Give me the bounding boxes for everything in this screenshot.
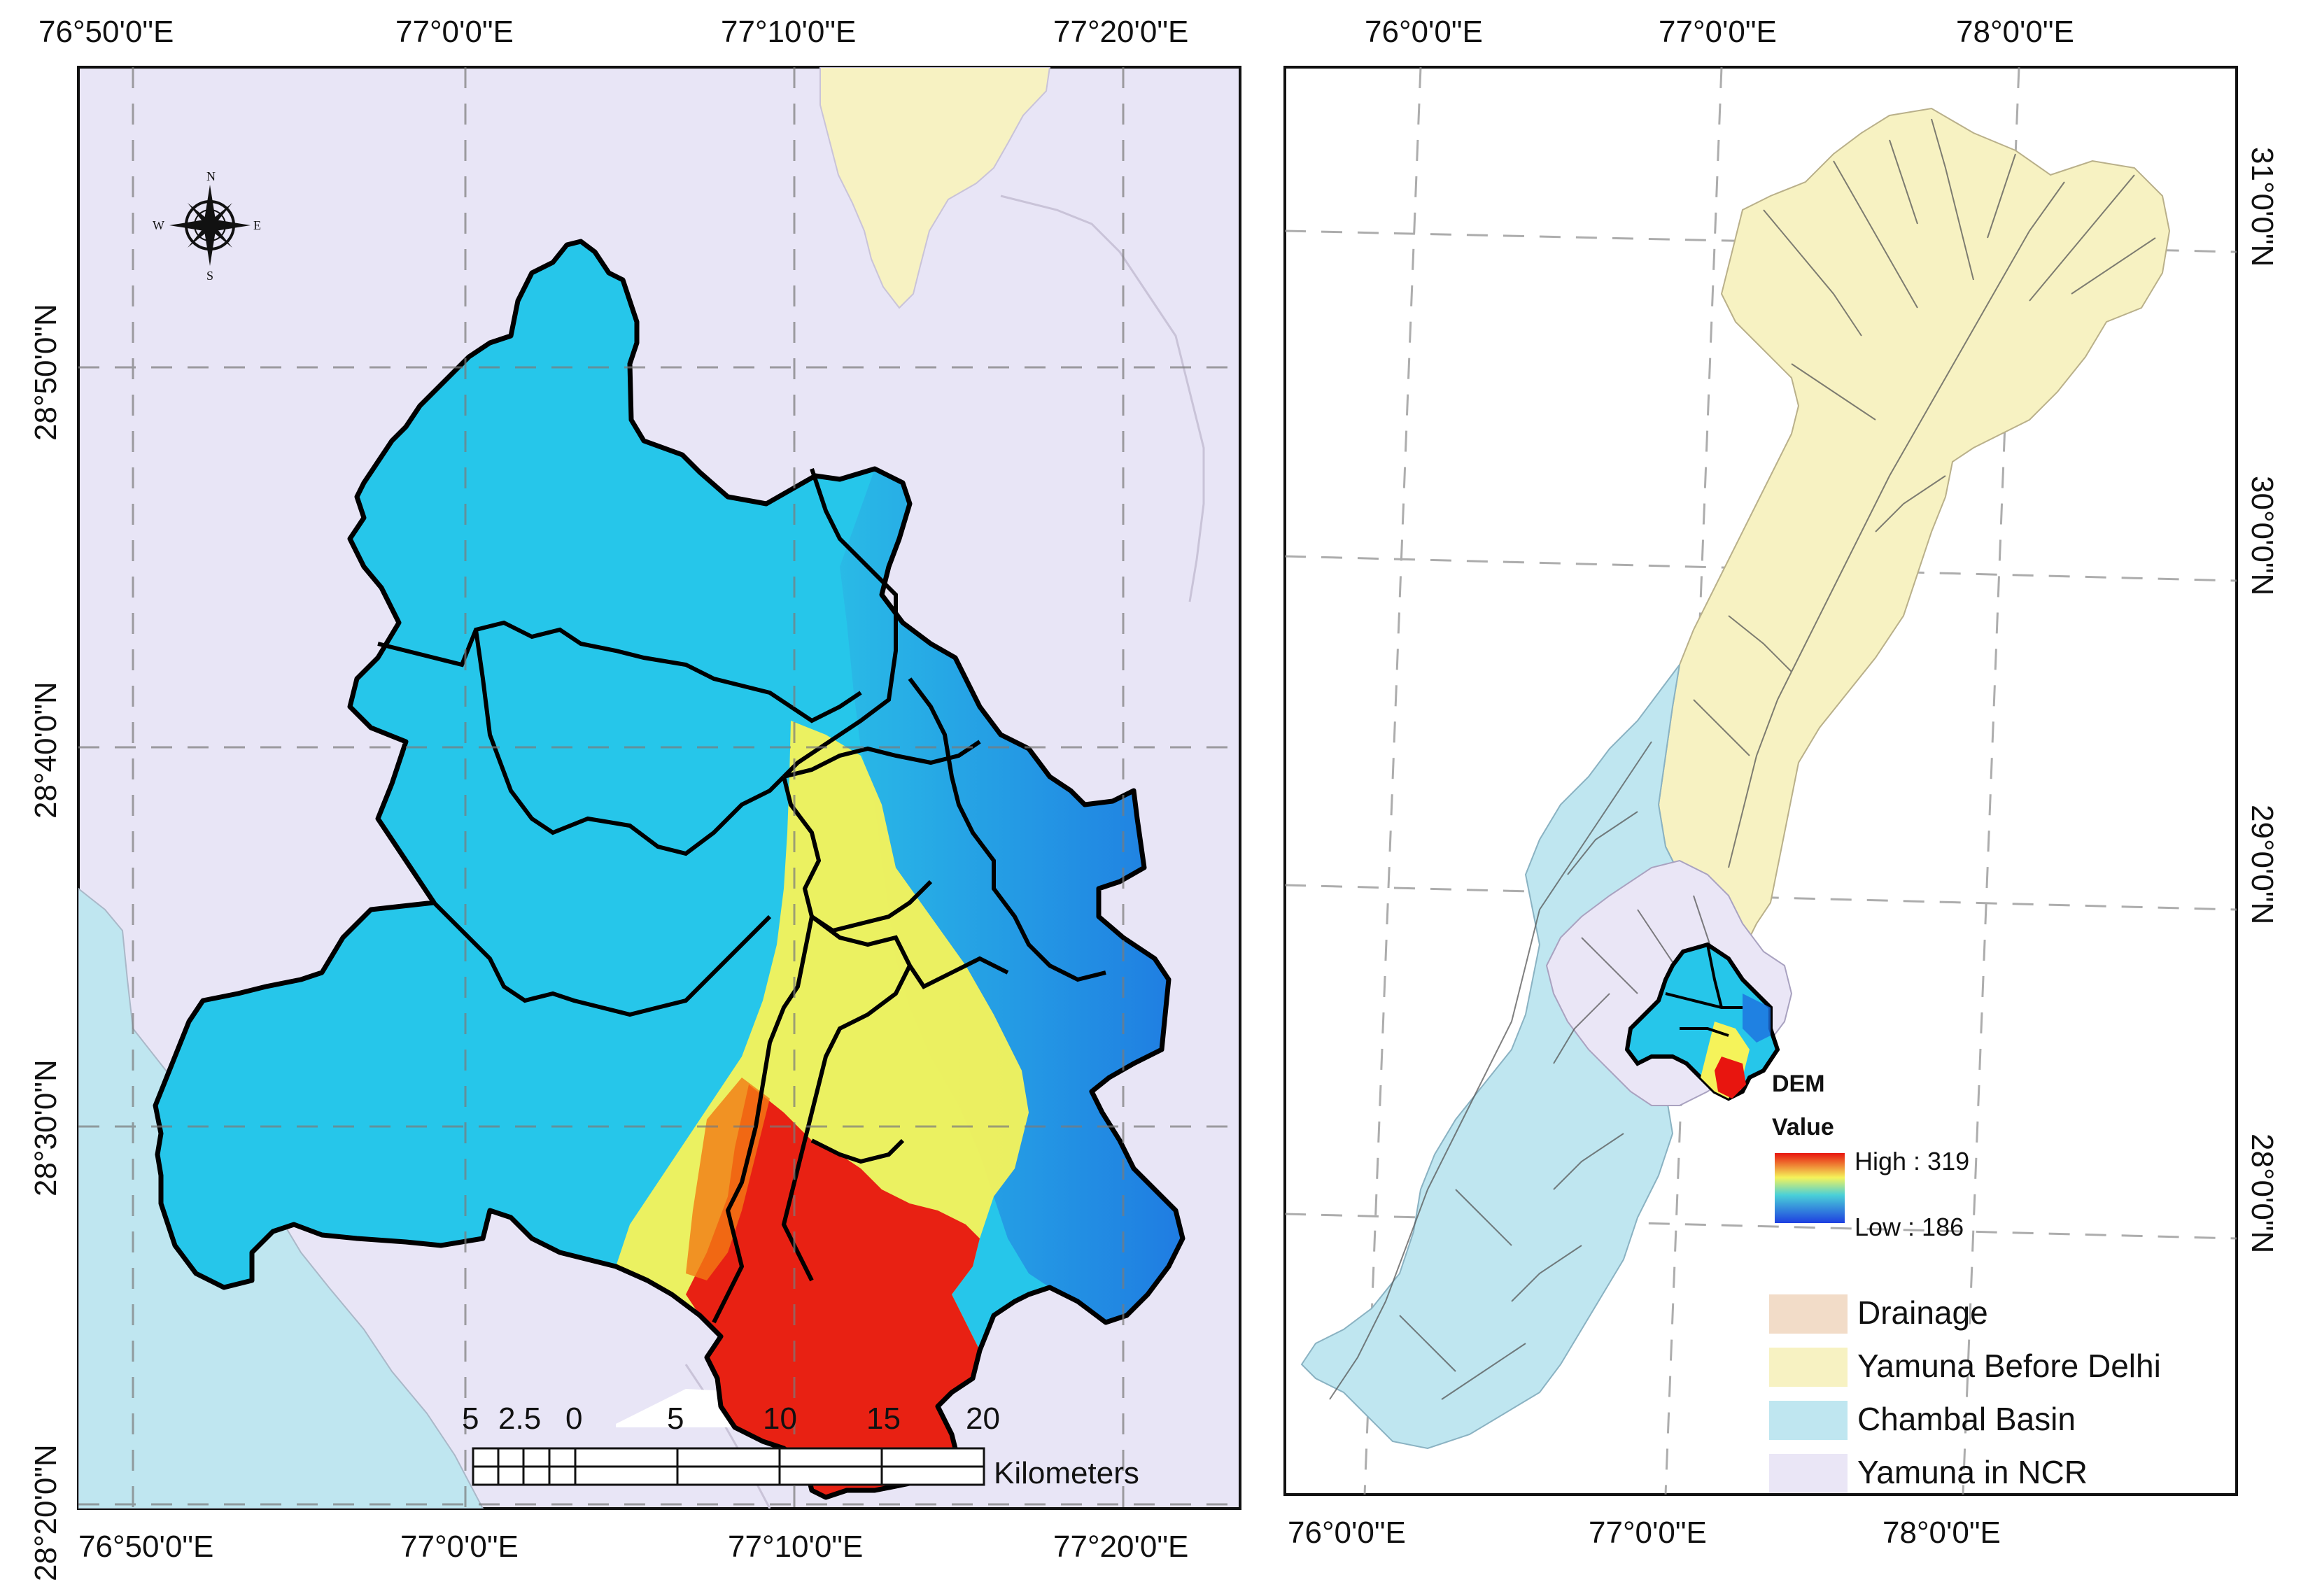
tick-rbottom-1: 77°0'0"E xyxy=(1589,1516,1707,1550)
tick-left-3: 28°20'0"N xyxy=(29,1444,63,1581)
dem-legend-title: DEM xyxy=(1772,1071,1825,1097)
tick-left-0: 28°50'0"N xyxy=(29,304,63,441)
dem-orange-band xyxy=(686,1078,770,1280)
scale-label-5: 15 xyxy=(866,1401,901,1436)
basin-legend: Drainage Yamuna Before Delhi Chambal Bas… xyxy=(1769,1294,2161,1493)
district-line-9 xyxy=(781,964,912,1282)
tick-right-2: 29°0'0"N xyxy=(2245,805,2279,924)
tick-bottom-3: 77°20'0"E xyxy=(1053,1530,1188,1564)
dem-legend-low: Low : 186 xyxy=(1855,1213,1964,1241)
right-side-ticks: 31°0'0"N 30°0'0"N 29°0'0"N 28°0'0"N xyxy=(2245,147,2279,1253)
tick-bottom-1: 77°0'0"E xyxy=(400,1530,519,1564)
tick-right-0: 31°0'0"N xyxy=(2245,147,2279,267)
tick-right-1: 30°0'0"N xyxy=(2245,476,2279,595)
tick-top-2: 77°10'0"E xyxy=(721,15,856,49)
district-line-2 xyxy=(782,468,898,779)
tick-top-1: 77°0'0"E xyxy=(395,15,514,49)
right-bottom-ticks: 76°0'0"E 77°0'0"E 78°0'0"E xyxy=(1288,1516,2001,1550)
legend-swatch-chambal-basin xyxy=(1769,1401,1848,1440)
dem-east-low xyxy=(840,469,1183,1322)
legend-label-drainage: Drainage xyxy=(1857,1294,1988,1331)
left-map-panel: N S E W 5 2.5 0 5 10 15 20 Kilometers xyxy=(29,15,1241,1581)
ncr-boundary-east xyxy=(1000,195,1205,602)
left-side-ticks: 28°50'0"N 28°40'0"N 28°30'0"N 28°20'0"N xyxy=(29,304,63,1581)
district-line-7 xyxy=(712,916,814,1324)
north-arrow-icon: N S E W xyxy=(153,169,261,283)
dem-legend-subtitle: Value xyxy=(1772,1114,1834,1140)
left-top-ticks: 76°50'0"E 77°0'0"E 77°10'0"E 77°20'0"E xyxy=(38,15,1188,49)
tick-left-2: 28°30'0"N xyxy=(29,1059,63,1196)
compass-n: N xyxy=(206,169,216,183)
legend-label-yamuna-in-ncr: Yamuna in NCR xyxy=(1857,1454,2088,1490)
drainage-network xyxy=(1329,118,2156,1400)
tick-rbottom-0: 76°0'0"E xyxy=(1288,1516,1406,1550)
tick-bottom-2: 77°10'0"E xyxy=(728,1530,863,1564)
scale-label-0: 5 xyxy=(462,1401,479,1436)
tick-rtop-2: 78°0'0"E xyxy=(1956,15,2074,49)
scale-label-3: 5 xyxy=(667,1401,684,1436)
legend-label-chambal-basin: Chambal Basin xyxy=(1857,1401,2076,1437)
scale-label-2: 0 xyxy=(565,1401,582,1436)
tick-top-0: 76°50'0"E xyxy=(38,15,174,49)
district-line-3 xyxy=(474,629,786,856)
scale-label-6: 20 xyxy=(966,1401,1000,1436)
dem-legend: DEM Value High : 319 Low : 186 xyxy=(1772,1071,1969,1241)
yamuna-before-delhi-area xyxy=(819,67,1051,309)
dem-legend-colorbar xyxy=(1775,1153,1845,1223)
tick-rbottom-2: 78°0'0"E xyxy=(1883,1516,2001,1550)
scale-label-1: 2.5 xyxy=(498,1401,541,1436)
district-line-1 xyxy=(377,620,862,723)
left-bottom-ticks: 76°50'0"E 77°0'0"E 77°10'0"E 77°20'0"E xyxy=(78,1530,1188,1564)
compass-w: W xyxy=(153,218,164,232)
legend-swatch-drainage xyxy=(1769,1294,1848,1334)
dem-outline xyxy=(153,239,1185,1500)
left-map-grid xyxy=(78,67,1240,1509)
compass-s: S xyxy=(206,269,213,283)
tick-top-3: 77°20'0"E xyxy=(1053,15,1188,49)
right-map-panel: DEM Value High : 319 Low : 186 Drainage … xyxy=(1283,15,2279,1550)
district-line-11 xyxy=(810,1138,905,1164)
district-line-4 xyxy=(783,740,981,779)
compass-e: E xyxy=(253,218,261,232)
district-line-10 xyxy=(432,901,772,1017)
right-top-ticks: 76°0'0"E 77°0'0"E 78°0'0"E xyxy=(1365,15,2074,49)
tick-rtop-1: 77°0'0"E xyxy=(1659,15,1777,49)
district-line-6 xyxy=(908,677,1106,982)
dem-legend-high: High : 319 xyxy=(1855,1147,1969,1175)
tick-bottom-0: 76°50'0"E xyxy=(78,1530,213,1564)
tick-right-3: 28°0'0"N xyxy=(2245,1134,2279,1253)
legend-swatch-yamuna-in-ncr xyxy=(1769,1454,1848,1493)
scale-unit: Kilometers xyxy=(994,1456,1139,1490)
tick-rtop-0: 76°0'0"E xyxy=(1365,15,1483,49)
dem-red-zone xyxy=(686,1085,980,1497)
scale-bar: 5 2.5 0 5 10 15 20 Kilometers xyxy=(462,1401,1139,1490)
dem-inset xyxy=(1624,942,1780,1101)
legend-label-yamuna-before-delhi: Yamuna Before Delhi xyxy=(1857,1348,2161,1384)
scale-label-4: 10 xyxy=(763,1401,797,1436)
tick-left-1: 28°40'0"N xyxy=(29,682,63,819)
legend-swatch-yamuna-before-delhi xyxy=(1769,1348,1848,1387)
